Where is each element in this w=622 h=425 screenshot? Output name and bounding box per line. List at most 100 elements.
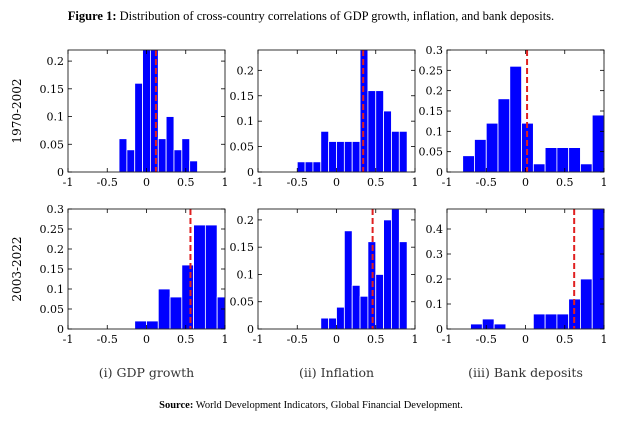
histogram-bar [532,163,546,173]
y-tick-label: 0.05 [419,146,444,159]
x-tick-label: 0 [143,333,150,346]
histogram-bar [142,49,151,173]
histogram-bar [474,139,487,173]
panel-2003-2022-ii-inflation: 0 0.05 0.1 0.15 0.2 -1 -0.5 0 0.5 1 [230,208,419,346]
x-tick-label: -0.5 [287,333,308,346]
histogram-bar [591,208,605,330]
histogram-bar [544,313,558,330]
histogram-bar [493,323,507,330]
panel-1970-2002-i-gdp-growth: 0 0.05 0.1 0.15 0.2 -1 -0.5 0 0.5 1 [40,49,229,189]
x-tick-label: 1 [601,333,608,346]
y-tick-label: 0.4 [426,223,444,236]
x-tick-label: 1 [412,176,419,189]
y-tick-label: 0 [436,323,443,336]
x-tick-label: 0.5 [367,176,385,189]
histogram-bar [204,224,218,330]
histogram-bar [118,138,128,173]
y-tick-label: 0 [247,166,254,179]
histogram-bar [398,241,408,330]
y-tick-label: 0.1 [426,298,444,311]
y-tick-label: 0.2 [237,214,255,227]
histogram-bar [532,313,546,330]
panel-1970-2002-ii-inflation: 0 0.05 0.1 0.15 0.2 -1 -0.5 0 0.5 1 [230,49,419,189]
x-tick-label: 1 [412,333,419,346]
histogram-bar [391,208,400,330]
histogram-bar [328,141,337,173]
histogram-bar [391,130,400,173]
x-tick-label: -0.5 [97,176,118,189]
histogram-bar [343,230,353,330]
y-tick-label: 0 [247,323,254,336]
histogram-bar [351,284,361,330]
histogram-bar [375,274,384,330]
y-tick-label: 0.2 [237,64,255,77]
histogram-bar [580,278,593,330]
histogram-bar [359,295,369,330]
histogram-bar [580,163,593,173]
histogram-bar [181,138,191,173]
histogram-bar [470,323,483,330]
histogram-bar [296,161,306,173]
histogram-bar [146,320,159,330]
y-tick-label: 0.25 [419,64,444,77]
histogram-bar [181,264,194,330]
y-tick-label: 0.15 [230,241,255,254]
histogram-bar [189,160,198,173]
histogram-bar [193,224,206,330]
y-tick-label: 0.15 [40,263,65,276]
x-tick-label: 0.5 [556,333,574,346]
caption-ii-inflation: (ii) Inflation [299,365,374,380]
x-tick-label: 0 [333,176,340,189]
y-tick-label: 0.1 [426,125,444,138]
histogram-bar [375,90,384,173]
x-tick-label: 0 [333,333,340,346]
y-tick-label: 0.3 [426,44,444,57]
histogram-bar [126,149,136,173]
x-tick-label: -1 [63,176,74,189]
caption-iii-bank-deposits: (iii) Bank deposits [468,365,583,380]
y-tick-label: 0.15 [419,105,444,118]
x-tick-label: -1 [253,176,264,189]
y-tick-label: 0.2 [426,273,444,286]
y-tick-label: 0.1 [237,115,255,128]
x-tick-label: -1 [253,333,264,346]
y-tick-label: 0.3 [426,248,444,261]
y-tick-label: 0 [436,166,443,179]
y-tick-label: 0.3 [47,203,65,216]
histogram-bar [216,296,226,330]
x-tick-label: 1 [222,333,229,346]
y-tick-label: 0.05 [230,141,255,154]
x-tick-label: -0.5 [287,176,308,189]
x-tick-label: -1 [63,333,74,346]
figure-title-text: Distribution of cross-country correlatio… [116,9,555,23]
histogram-bar [150,49,159,173]
histogram-bar [497,98,511,173]
caption-i-gdp-growth: (i) GDP growth [99,365,194,380]
source-text: World Development Indicators, Global Fin… [193,400,463,411]
histogram-bar [367,90,377,173]
histogram-bar [165,116,175,173]
figure-source: Source: World Development Indicators, Gl… [0,400,622,411]
x-tick-label: 0.5 [367,333,385,346]
histogram-bar [320,317,330,330]
figure-title: Figure 1: Distribution of cross-country … [0,9,622,24]
y-tick-label: 0.1 [47,111,65,124]
histogram-bar [591,114,605,173]
histogram-bar [343,141,353,173]
x-tick-label: 0 [143,176,150,189]
histogram-bar [383,219,392,330]
panel-1970-2002-iii-bank-deposits: 0 0.05 0.1 0.15 0.2 0.25 0.3 -1 -0.5 0 0.5 1 [419,44,608,189]
x-tick-label: -1 [442,176,453,189]
y-tick-label: 0.1 [237,268,255,281]
y-tick-label: 0.2 [47,243,65,256]
figure-title-label: Figure 1: [67,9,117,23]
histogram-bar [544,147,558,173]
histogram-bar [481,318,495,330]
y-tick-label: 0.25 [40,223,65,236]
y-tick-label: 0.2 [47,55,65,68]
x-tick-label: 0.5 [556,176,574,189]
histogram-bar [485,122,499,173]
row-label-2003-2022: 2003-2022 [10,236,24,301]
x-tick-label: 1 [601,176,608,189]
